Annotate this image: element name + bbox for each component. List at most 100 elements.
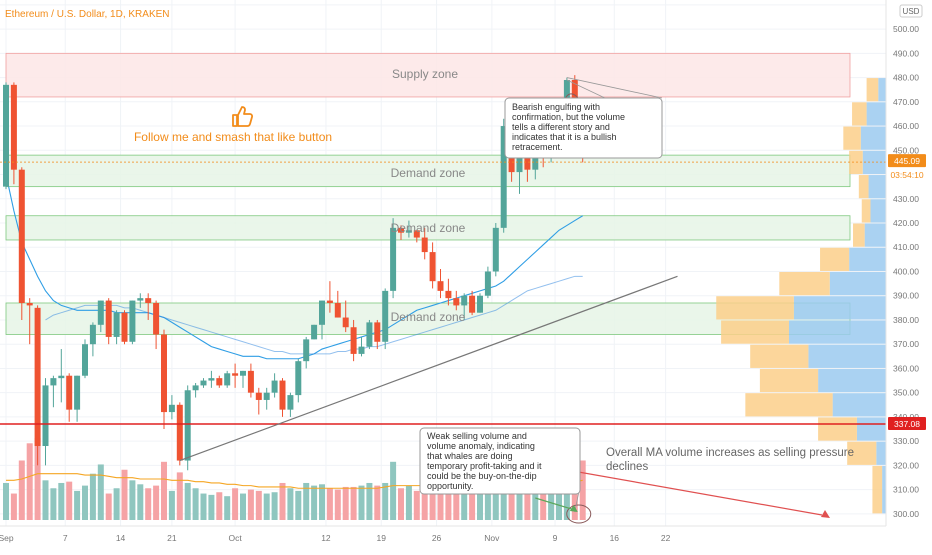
volume-bar-11 xyxy=(89,473,96,520)
candle-56[interactable] xyxy=(445,278,452,306)
candle-61[interactable] xyxy=(484,266,491,299)
candle-36[interactable] xyxy=(287,392,294,417)
vp-up-12 xyxy=(818,368,886,393)
candle-body-58 xyxy=(461,295,468,306)
candle-59[interactable] xyxy=(469,290,476,316)
volume-bar-10 xyxy=(82,485,88,520)
candle-12[interactable] xyxy=(97,300,104,333)
candle-6[interactable] xyxy=(50,375,57,408)
candle-25[interactable] xyxy=(200,378,207,388)
candle-31[interactable] xyxy=(247,363,254,398)
candle-body-35 xyxy=(279,380,286,410)
candle-2[interactable] xyxy=(18,167,25,320)
candle-60[interactable] xyxy=(477,293,483,313)
candle-33[interactable] xyxy=(263,387,270,410)
whales-note[interactable]: Weak selling volume and volume anomaly, … xyxy=(419,427,581,495)
candle-51[interactable] xyxy=(405,220,412,238)
volume-bar-70 xyxy=(556,477,562,520)
candle-20[interactable] xyxy=(161,329,167,430)
candle-43[interactable] xyxy=(342,300,349,333)
price-tick-11: 400.00 xyxy=(893,266,919,276)
candle-3[interactable] xyxy=(26,298,33,345)
currency-badge[interactable]: USD xyxy=(899,4,923,18)
candle-39[interactable] xyxy=(311,324,318,340)
candle-28[interactable] xyxy=(224,370,231,388)
candle-37[interactable] xyxy=(295,358,302,403)
candle-18[interactable] xyxy=(145,293,152,320)
countdown-badge[interactable]: 03:54:10 xyxy=(888,168,926,182)
candle-47[interactable] xyxy=(374,319,381,350)
candle-30[interactable] xyxy=(240,370,246,388)
candle-35[interactable] xyxy=(279,378,286,417)
candle-48[interactable] xyxy=(382,288,389,350)
candle-16[interactable] xyxy=(129,300,136,345)
candle-11[interactable] xyxy=(89,322,96,357)
whales-note-line-1: Weak selling volume and xyxy=(427,431,527,441)
candle-34[interactable] xyxy=(271,373,278,398)
volume-bar-52 xyxy=(413,490,420,520)
candle-54[interactable] xyxy=(429,242,436,289)
demand-zone-3[interactable] xyxy=(5,302,851,335)
vp-down-12 xyxy=(759,368,819,393)
vp-up-16 xyxy=(882,465,886,514)
candle-15[interactable] xyxy=(121,310,128,345)
candle-19[interactable] xyxy=(153,300,160,350)
candle-46[interactable] xyxy=(366,319,373,350)
candle-32[interactable] xyxy=(255,387,262,415)
candle-40[interactable] xyxy=(319,300,325,340)
candle-23[interactable] xyxy=(184,385,191,471)
countdown-badge-bg xyxy=(888,168,926,182)
price-tick-4: 470.00 xyxy=(893,97,919,107)
candle-14[interactable] xyxy=(113,310,120,345)
candle-42[interactable] xyxy=(334,290,341,318)
time-tick-10: 16 xyxy=(610,533,620,543)
candle-49[interactable] xyxy=(390,218,397,299)
candle-29[interactable] xyxy=(232,363,239,388)
last-price-badge[interactable]: 445.09 xyxy=(888,154,926,168)
candle-10[interactable] xyxy=(82,339,88,379)
trendline xyxy=(179,275,678,462)
candle-4[interactable] xyxy=(34,305,41,466)
candle-7[interactable] xyxy=(58,349,65,403)
candle-5[interactable] xyxy=(42,378,49,466)
supply-zone[interactable] xyxy=(5,52,851,98)
candle-58[interactable] xyxy=(461,293,468,320)
candle-21[interactable] xyxy=(168,395,175,420)
ma-volume-note-line-2: declines xyxy=(606,461,648,473)
candle-44[interactable] xyxy=(350,319,357,362)
price-tick-2: 490.00 xyxy=(893,48,919,58)
candle-45[interactable] xyxy=(358,336,365,357)
candle-1[interactable] xyxy=(10,82,17,185)
time-tick-6: 19 xyxy=(377,533,387,543)
candle-27[interactable] xyxy=(216,375,223,388)
candle-17[interactable] xyxy=(137,293,144,308)
volume-ellipse xyxy=(566,504,592,524)
candle-50[interactable] xyxy=(398,225,404,240)
volume-bar-5 xyxy=(42,480,49,520)
vp-up-7 xyxy=(849,247,886,271)
candle-62[interactable] xyxy=(492,223,499,277)
candle-63[interactable] xyxy=(500,118,507,233)
candle-9[interactable] xyxy=(74,375,81,422)
candle-0[interactable] xyxy=(3,82,9,190)
candle-13[interactable] xyxy=(105,298,112,345)
candle-26[interactable] xyxy=(208,370,215,388)
support-price-badge[interactable]: 337.08 xyxy=(888,416,926,430)
candle-38[interactable] xyxy=(303,336,310,369)
candle-22[interactable] xyxy=(176,402,183,466)
candle-52[interactable] xyxy=(413,230,420,243)
time-tick-1: 7 xyxy=(63,533,68,543)
engulfing-note[interactable]: Bearish engulfing with confirmation, but… xyxy=(504,97,663,159)
price-axis[interactable]: 500.00490.00480.00470.00460.00450.00440.… xyxy=(885,0,932,550)
candle-55[interactable] xyxy=(437,269,444,299)
time-axis[interactable]: Sep 7 14 21 Oct 12 19 26 Nov 9 16 22 xyxy=(0,525,886,543)
volume-bar-35 xyxy=(279,482,286,520)
demand-zone-2[interactable] xyxy=(5,215,851,241)
candle-53[interactable] xyxy=(421,227,428,260)
whales-note-line-2: volume anomaly, indicating xyxy=(427,441,535,451)
candle-57[interactable] xyxy=(453,290,460,311)
candle-24[interactable] xyxy=(192,382,199,398)
candle-41[interactable] xyxy=(326,281,333,313)
candle-8[interactable] xyxy=(66,373,73,422)
